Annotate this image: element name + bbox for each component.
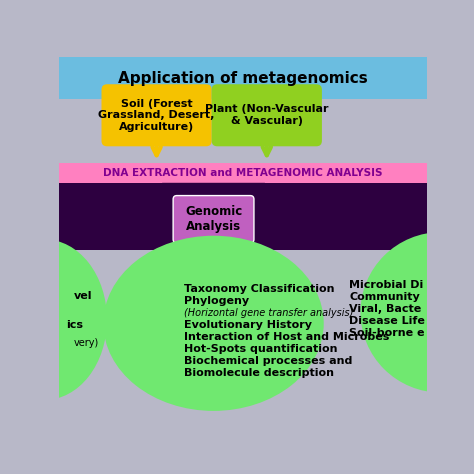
Text: vel: vel (74, 291, 92, 301)
FancyBboxPatch shape (173, 196, 254, 243)
Text: Taxonomy Classification: Taxonomy Classification (184, 283, 335, 293)
FancyBboxPatch shape (59, 183, 427, 250)
Text: DNA EXTRACTION and METAGENOMIC ANALYSIS: DNA EXTRACTION and METAGENOMIC ANALYSIS (103, 168, 383, 178)
Text: Genomic
Analysis: Genomic Analysis (185, 205, 242, 233)
FancyBboxPatch shape (59, 57, 427, 99)
Text: very): very) (74, 338, 99, 348)
Text: Soil-borne e: Soil-borne e (349, 328, 425, 338)
Text: Biomolecule description: Biomolecule description (184, 368, 334, 378)
Text: Hot-Spots quantification: Hot-Spots quantification (184, 344, 337, 354)
Text: Application of metagenomics: Application of metagenomics (118, 71, 368, 85)
Ellipse shape (360, 232, 474, 392)
Text: Biochemical processes and: Biochemical processes and (184, 356, 353, 366)
Text: Viral, Bacte: Viral, Bacte (349, 304, 422, 314)
Text: Interaction of Host and Microbes: Interaction of Host and Microbes (184, 332, 390, 342)
Text: Soil (Forest
Grassland, Desert,
Agriculture): Soil (Forest Grassland, Desert, Agricult… (99, 99, 215, 132)
Ellipse shape (103, 236, 324, 411)
FancyBboxPatch shape (101, 84, 212, 146)
Text: Evolutionary History: Evolutionary History (184, 320, 312, 330)
Ellipse shape (0, 239, 107, 400)
Text: Phylogeny: Phylogeny (184, 296, 249, 306)
Text: Microbial Di: Microbial Di (349, 280, 424, 290)
Text: ics: ics (66, 320, 83, 330)
Text: (Horizontal gene transfer analysis): (Horizontal gene transfer analysis) (184, 308, 354, 318)
FancyBboxPatch shape (59, 163, 427, 183)
Text: Community: Community (349, 292, 420, 302)
Polygon shape (162, 183, 265, 250)
Text: Plant (Non-Vascular
& Vascular): Plant (Non-Vascular & Vascular) (205, 104, 328, 126)
Text: Disease Life: Disease Life (349, 316, 425, 326)
FancyBboxPatch shape (212, 84, 322, 146)
